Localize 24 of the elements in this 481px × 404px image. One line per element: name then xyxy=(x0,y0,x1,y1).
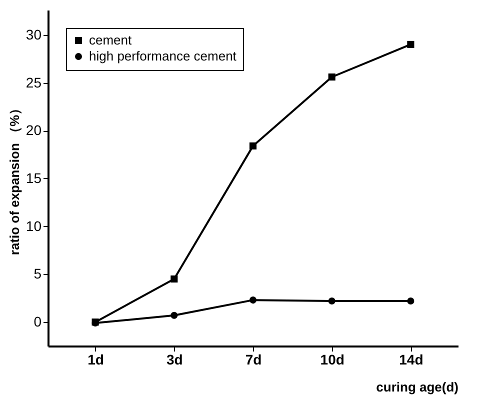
x-tick-label: 1d xyxy=(88,352,104,368)
x-tick-label: 3d xyxy=(166,352,183,368)
y-tick-label: 25 xyxy=(26,74,42,90)
point xyxy=(407,297,414,305)
point xyxy=(249,296,257,304)
x-tick-label: 10d xyxy=(320,352,344,368)
y-tick-label: 0 xyxy=(34,314,42,330)
y-tick-label: 10 xyxy=(26,218,42,234)
y-tick-label: 20 xyxy=(26,122,42,138)
legend-label: cement xyxy=(89,32,132,48)
point xyxy=(170,312,178,319)
x-tick-label: 7d xyxy=(245,352,262,368)
y-tick-label: 5 xyxy=(34,266,42,282)
point xyxy=(249,142,257,150)
point xyxy=(407,40,414,48)
point xyxy=(170,275,178,283)
point xyxy=(328,73,336,81)
y-axis-title: ratio of expansion （%） xyxy=(6,102,22,256)
x-tick-label: 14d xyxy=(399,352,424,368)
y-tick-label: 15 xyxy=(26,170,42,186)
x-axis-title: curing age(d) xyxy=(376,380,458,394)
legend-label: high performance cement xyxy=(89,48,237,64)
y-tick-label: 30 xyxy=(26,26,42,42)
point xyxy=(328,297,336,305)
